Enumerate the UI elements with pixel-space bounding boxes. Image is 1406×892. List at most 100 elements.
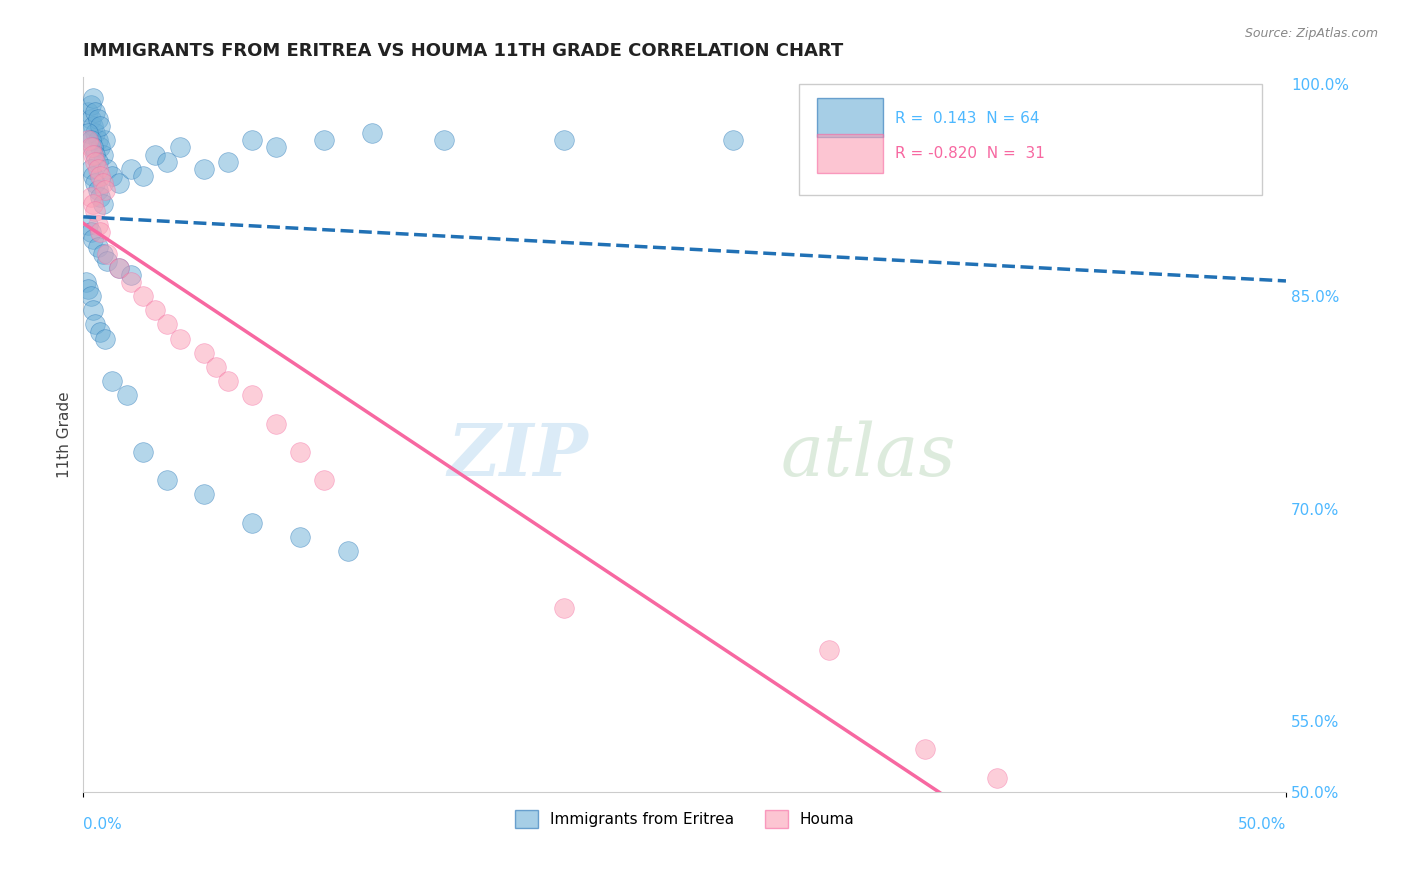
Point	[84, 105, 107, 120]
Point	[96, 246, 118, 260]
Point	[82, 232, 104, 246]
Point	[101, 374, 124, 388]
Point	[89, 226, 111, 240]
Point	[77, 105, 100, 120]
Point	[96, 253, 118, 268]
Point	[120, 275, 142, 289]
Point	[82, 197, 104, 211]
Point	[193, 487, 215, 501]
Point	[79, 98, 101, 112]
Point	[91, 147, 114, 161]
Point	[77, 126, 100, 140]
Point	[553, 600, 575, 615]
Point	[87, 161, 110, 176]
Point	[217, 154, 239, 169]
Point	[91, 176, 114, 190]
Point	[84, 154, 107, 169]
Point	[94, 332, 117, 346]
Text: R =  0.143  N = 64: R = 0.143 N = 64	[896, 111, 1039, 126]
Point	[108, 176, 131, 190]
Point	[132, 289, 155, 303]
Point	[79, 112, 101, 127]
Text: 50.0%: 50.0%	[1237, 817, 1286, 832]
Point	[721, 133, 744, 147]
Point	[120, 161, 142, 176]
Point	[115, 388, 138, 402]
Point	[240, 133, 263, 147]
Point	[145, 303, 167, 318]
Point	[79, 140, 101, 154]
Point	[914, 742, 936, 756]
FancyBboxPatch shape	[817, 134, 883, 173]
Point	[132, 445, 155, 459]
Point	[433, 133, 456, 147]
Point	[89, 169, 111, 183]
Point	[156, 473, 179, 487]
Point	[82, 91, 104, 105]
Point	[84, 204, 107, 219]
Point	[87, 154, 110, 169]
Point	[75, 275, 97, 289]
Text: 0.0%: 0.0%	[83, 817, 122, 832]
Point	[84, 147, 107, 161]
Point	[89, 190, 111, 204]
Point	[89, 325, 111, 339]
Point	[82, 119, 104, 133]
Point	[145, 147, 167, 161]
Point	[818, 643, 841, 657]
Point	[132, 169, 155, 183]
Point	[193, 161, 215, 176]
Point	[79, 133, 101, 147]
FancyBboxPatch shape	[817, 98, 883, 137]
Point	[89, 119, 111, 133]
Point	[156, 154, 179, 169]
Point	[79, 161, 101, 176]
Point	[77, 282, 100, 296]
Point	[84, 318, 107, 332]
Point	[361, 126, 384, 140]
Point	[94, 133, 117, 147]
Point	[240, 516, 263, 530]
Point	[94, 183, 117, 197]
Point	[89, 140, 111, 154]
Point	[87, 239, 110, 253]
Point	[156, 318, 179, 332]
Point	[87, 112, 110, 127]
Point	[79, 190, 101, 204]
Point	[264, 140, 287, 154]
Point	[77, 219, 100, 233]
Point	[312, 473, 335, 487]
Point	[312, 133, 335, 147]
Point	[288, 530, 311, 544]
Point	[79, 226, 101, 240]
Point	[87, 219, 110, 233]
Point	[87, 133, 110, 147]
Point	[82, 169, 104, 183]
Point	[264, 417, 287, 431]
Point	[193, 346, 215, 360]
Point	[169, 332, 191, 346]
Point	[169, 140, 191, 154]
Point	[553, 133, 575, 147]
Text: Source: ZipAtlas.com: Source: ZipAtlas.com	[1244, 27, 1378, 40]
Text: atlas: atlas	[780, 420, 956, 491]
Point	[91, 246, 114, 260]
Point	[82, 147, 104, 161]
Point	[120, 268, 142, 282]
Text: ZIP: ZIP	[447, 420, 589, 491]
Point	[217, 374, 239, 388]
Point	[79, 289, 101, 303]
Point	[336, 544, 359, 558]
Point	[986, 771, 1008, 785]
Point	[108, 260, 131, 275]
Legend: Immigrants from Eritrea, Houma: Immigrants from Eritrea, Houma	[509, 804, 860, 834]
Point	[82, 140, 104, 154]
Point	[240, 388, 263, 402]
FancyBboxPatch shape	[799, 84, 1263, 194]
Point	[96, 161, 118, 176]
Text: IMMIGRANTS FROM ERITREA VS HOUMA 11TH GRADE CORRELATION CHART: IMMIGRANTS FROM ERITREA VS HOUMA 11TH GR…	[83, 42, 844, 60]
Point	[87, 183, 110, 197]
Point	[84, 176, 107, 190]
Point	[82, 303, 104, 318]
Y-axis label: 11th Grade: 11th Grade	[58, 391, 72, 477]
